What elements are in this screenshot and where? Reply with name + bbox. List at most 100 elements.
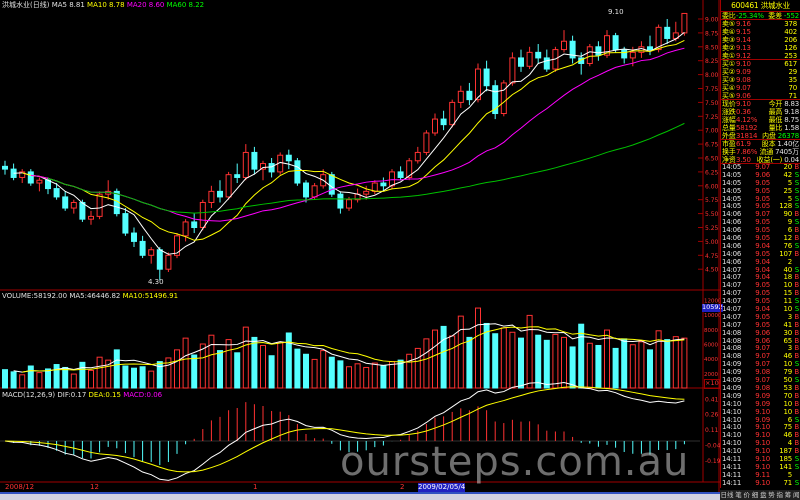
tick-volume: 4	[787, 439, 792, 448]
tick-volume: 3	[787, 312, 792, 321]
tick-row: 14:07 9.05 11 S	[721, 297, 800, 306]
tick-row: 14:10 9.09 6 S	[721, 416, 800, 425]
dea-value: DEA:0.15	[88, 391, 121, 399]
stock-chart[interactable]: 9.00 8.75 8.50 8.25 8.00 7.75 7.50 7.25 7.00 6.75…	[0, 0, 720, 492]
label: 市盈	[722, 140, 736, 148]
candle-down	[53, 188, 60, 198]
volume-bar	[53, 364, 60, 389]
value: 1.40亿	[777, 140, 799, 148]
volume-bar	[62, 366, 69, 389]
tick-volume: 11	[783, 297, 792, 306]
tick-side: S	[794, 305, 799, 314]
candle-down	[492, 85, 499, 115]
candle-down	[440, 118, 447, 126]
label: 量比	[768, 124, 783, 132]
tick-time: 14:06	[722, 226, 742, 235]
volume-bar	[251, 336, 258, 389]
candle-up	[96, 193, 103, 217]
volume-bar	[629, 344, 636, 389]
tick-row: 14:05 9.07 20 B	[721, 163, 800, 172]
tab[interactable]: 笔	[735, 491, 742, 499]
tab[interactable]: 日线	[720, 491, 734, 499]
tick-volume: 10	[783, 407, 792, 416]
value: 58192	[736, 124, 758, 132]
tick-row: 14:05 9.05 5 S	[721, 195, 800, 204]
volume-bar	[466, 336, 473, 389]
tick-side: B	[794, 281, 799, 290]
volume-tick-label: 8000	[704, 328, 718, 334]
volume-bar	[303, 353, 309, 389]
tab[interactable]: 筹	[784, 491, 792, 499]
volume-bar	[208, 334, 215, 389]
candle-up	[199, 201, 206, 228]
tick-side: S	[794, 241, 799, 250]
tab[interactable]: 指	[776, 491, 784, 499]
macd-tick-label: -0.04	[705, 443, 720, 450]
tab[interactable]: 价	[743, 491, 751, 499]
label: 买①	[722, 60, 735, 68]
volume: 35	[788, 76, 797, 84]
tick-price: 9.07	[755, 376, 770, 385]
tick-price: 9.05	[755, 312, 770, 321]
candle-up	[242, 151, 249, 178]
tick-row: 14:09 9.07 50 S	[721, 376, 800, 385]
tick-time: 14:09	[722, 376, 742, 385]
tick-row: 14:08 9.06 30 B	[721, 329, 800, 338]
volume-bar	[492, 333, 499, 389]
tab[interactable]: 闻	[793, 491, 800, 499]
tick-time: 14:08	[722, 336, 742, 345]
price-tick-label: 7.50	[705, 100, 719, 107]
tick-price: 9.05	[755, 320, 770, 329]
candle-up	[414, 151, 421, 162]
tab[interactable]: 盘	[760, 491, 767, 499]
bid-row: 买⑤ 9.06 71	[721, 92, 800, 100]
volume-bar	[440, 325, 447, 389]
volume-bar	[328, 356, 335, 389]
tick-side: B	[794, 423, 799, 432]
candle-down	[483, 68, 490, 87]
tick-time: 14:07	[722, 297, 742, 306]
volume-cursor-value: 10592	[702, 303, 723, 312]
tick-price: 9.07	[755, 352, 770, 361]
volume-bar	[475, 307, 481, 389]
volume-bar	[552, 333, 559, 389]
volume-bar	[569, 346, 576, 389]
value: 31814	[736, 132, 758, 140]
volume: 253	[784, 52, 797, 60]
tick-row: 14:05 9.05 25 S	[721, 187, 800, 196]
volume-bar	[595, 344, 602, 389]
tick-side: B	[794, 289, 799, 298]
tick-price: 9.05	[755, 234, 770, 243]
tab[interactable]: 势	[768, 491, 775, 499]
price: 9.06	[736, 92, 751, 100]
candle-down	[156, 249, 163, 270]
tick-side: S	[794, 462, 799, 471]
tick-volume: 3	[787, 344, 792, 353]
x-axis-label: 2009/02/05/4	[418, 483, 466, 492]
candle-down	[139, 240, 146, 256]
tick-side: B	[794, 163, 799, 171]
tick-time: 14:10	[722, 439, 742, 448]
info-row: 换手 7.86% 流通 7405万	[721, 148, 800, 156]
volume-title: VOLUME:58192.00 MA5:46446.82 MA10:51496.…	[2, 292, 178, 301]
tick-price: 9.08	[755, 383, 770, 392]
volume-bar	[406, 353, 413, 389]
volume-bar	[509, 331, 516, 389]
tick-side: S	[794, 454, 799, 463]
price: 9.07	[736, 84, 751, 92]
value: -552	[783, 12, 799, 20]
label: 净资	[722, 156, 736, 164]
tick-time: 14:06	[722, 210, 742, 219]
tick-price: 9.10	[755, 407, 770, 416]
bid-row: 买① 9.10 617	[721, 60, 800, 68]
tick-volume: 20	[783, 163, 792, 171]
candle-up	[346, 199, 352, 209]
volume-bar	[526, 314, 533, 389]
tick-volume: 42	[783, 170, 792, 179]
bid-row: 买③ 9.08 35	[721, 76, 800, 84]
candle-down	[62, 196, 69, 209]
volume-bar	[70, 373, 77, 389]
tab[interactable]: 细	[751, 491, 759, 499]
volume-bar	[174, 349, 180, 389]
info-row: 市盈 61.9 股本 1.40亿	[721, 140, 800, 148]
